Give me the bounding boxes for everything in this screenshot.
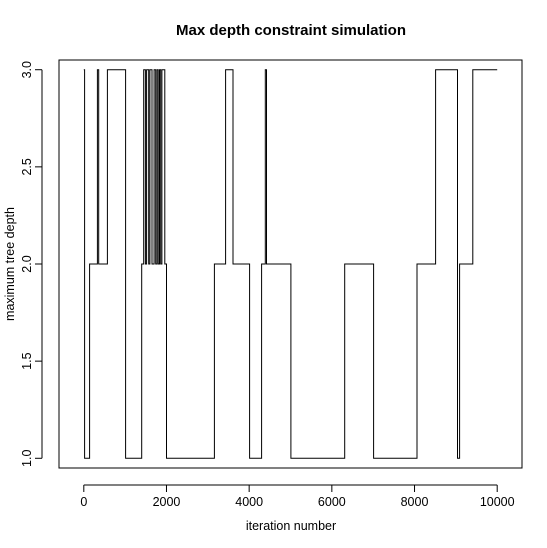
x-tick-label: 10000: [480, 495, 515, 509]
y-tick-label: 3.0: [20, 61, 34, 78]
x-tick-label: 8000: [401, 495, 429, 509]
series-line: [83, 69, 498, 459]
x-tick-label: 0: [80, 495, 87, 509]
y-tick-label: 1.0: [20, 450, 34, 467]
x-axis-label: iteration number: [246, 519, 336, 533]
plot-frame: [58, 59, 523, 469]
x-axis: 0 2000 4000 6000 8000 10000: [80, 484, 515, 509]
y-axis-label: maximum tree depth: [3, 207, 17, 321]
y-tick-label: 2.5: [20, 158, 34, 175]
x-tick-label: 6000: [318, 495, 346, 509]
x-tick-label: 4000: [235, 495, 263, 509]
y-axis: 1.0 1.5 2.0 2.5 3.0: [20, 61, 43, 467]
y-tick-label: 2.0: [20, 255, 34, 272]
x-tick-label: 2000: [153, 495, 181, 509]
y-tick-label: 1.5: [20, 352, 34, 369]
chart-title: Max depth constraint simulation: [176, 22, 406, 39]
